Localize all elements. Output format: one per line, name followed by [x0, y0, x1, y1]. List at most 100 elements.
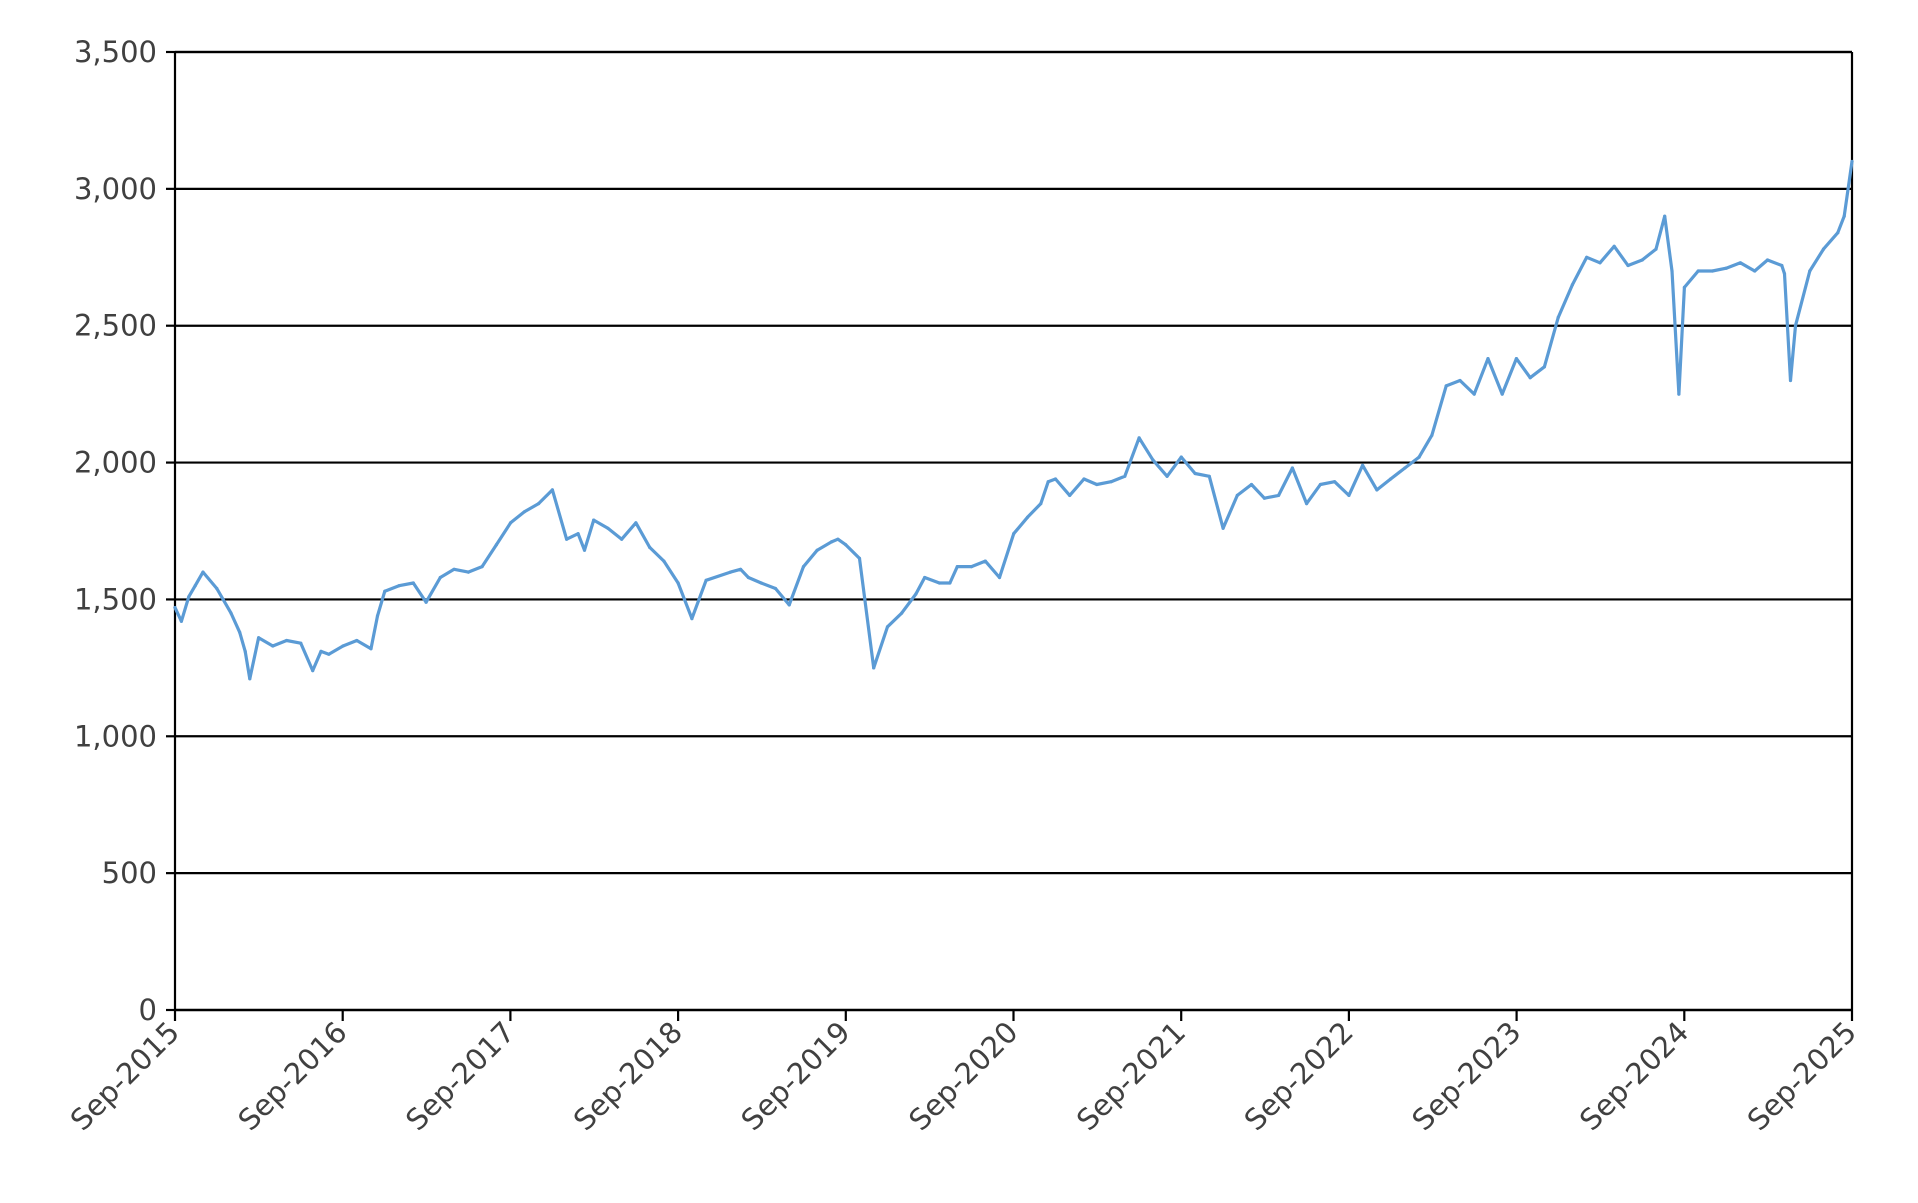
data-point [1039, 502, 1043, 506]
data-point [193, 584, 197, 588]
y-tick-label: 0 [139, 993, 157, 1027]
data-point [1570, 283, 1574, 287]
data-point [1472, 392, 1476, 396]
data-point [1696, 269, 1700, 273]
x-tick-label: Sep-2018 [567, 1015, 689, 1137]
x-tick-label: Sep-2025 [1741, 1015, 1863, 1137]
data-point [438, 575, 442, 580]
data-point [1444, 384, 1448, 388]
data-point [311, 669, 315, 673]
data-point [397, 584, 401, 588]
data-point [1753, 269, 1757, 273]
data-point [424, 600, 428, 604]
data-point [759, 581, 763, 585]
data-point [466, 570, 470, 574]
data-point [173, 606, 177, 610]
data-point [257, 636, 261, 640]
data-point [1333, 480, 1337, 484]
data-point [327, 652, 331, 656]
data-point [739, 567, 743, 571]
data-point [1710, 269, 1714, 273]
y-tick-label: 1,500 [74, 582, 157, 616]
data-point [1663, 214, 1667, 218]
data-point [997, 575, 1002, 580]
data-point [383, 589, 387, 593]
data-point [1670, 269, 1674, 273]
data-point [248, 677, 252, 681]
data-point [948, 581, 952, 585]
data-point [201, 570, 205, 574]
data-point [375, 614, 380, 618]
data-point [1123, 474, 1127, 478]
data-point [1305, 502, 1309, 506]
data-point [634, 521, 638, 525]
data-point [1165, 474, 1169, 478]
x-tick-label: Sep-2016 [231, 1015, 353, 1137]
data-point [355, 638, 359, 643]
data-point [1179, 455, 1183, 459]
x-tick-label: Sep-2021 [1070, 1015, 1192, 1137]
data-point [550, 488, 555, 492]
data-point [187, 595, 191, 599]
y-tick-labels: 0 500 1,000 1,500 2,000 2,500 3,000 3,500 [74, 35, 157, 1027]
x-tick-label: Sep-2024 [1573, 1015, 1695, 1137]
data-point [1765, 258, 1770, 262]
data-point [648, 545, 652, 550]
data-point [576, 532, 580, 536]
data-point [844, 543, 848, 547]
data-point [1738, 261, 1742, 265]
data-point [662, 559, 666, 563]
data-point [480, 565, 484, 569]
data-point [1793, 324, 1798, 328]
data-point [1262, 496, 1266, 500]
data-point [1654, 247, 1658, 251]
data-point [1542, 365, 1546, 369]
data-point [872, 666, 876, 670]
data-point [1612, 244, 1616, 248]
data-point [1417, 455, 1421, 459]
data-point [1151, 458, 1155, 462]
x-tick-labels: Sep-2015 Sep-2016 Sep-2017 Sep-2018 Sep-2019… [64, 1015, 1863, 1137]
data-point [1068, 493, 1072, 497]
data-point [955, 565, 959, 569]
data-point [1025, 515, 1030, 519]
data-point [704, 578, 708, 582]
data-point [801, 565, 806, 569]
data-point [1095, 482, 1099, 487]
data-point [537, 502, 541, 506]
x-tick-label: Sep-2017 [399, 1015, 521, 1137]
data-point [1486, 357, 1490, 361]
data-point [1598, 261, 1602, 265]
data-point [1389, 477, 1393, 481]
data-point [1850, 159, 1854, 164]
data-point [238, 630, 242, 634]
data-point [914, 592, 918, 596]
data-point [494, 543, 498, 547]
data-point [1375, 488, 1379, 492]
data-point [1836, 231, 1840, 235]
data-point [1053, 477, 1058, 481]
data-point [829, 540, 834, 544]
data-point [1012, 532, 1016, 536]
data-point [1724, 266, 1728, 270]
x-tick-label: Sep-2015 [64, 1015, 186, 1137]
data-point [1137, 436, 1141, 440]
data-point [969, 565, 974, 569]
data-point [179, 619, 183, 623]
data-point [815, 548, 819, 552]
data-point [923, 575, 927, 580]
data-point [1403, 466, 1407, 470]
data-point [857, 556, 862, 561]
data-point [285, 638, 289, 643]
data-point [728, 570, 733, 574]
data-point [1842, 214, 1846, 218]
data-point [1514, 357, 1518, 361]
data-point [1221, 526, 1225, 530]
data-point [522, 510, 527, 514]
y-tick-label: 500 [102, 856, 157, 890]
y-tick-label: 3,000 [74, 172, 157, 206]
data-point [369, 647, 373, 651]
data-point [582, 548, 587, 552]
data-point [676, 581, 680, 585]
